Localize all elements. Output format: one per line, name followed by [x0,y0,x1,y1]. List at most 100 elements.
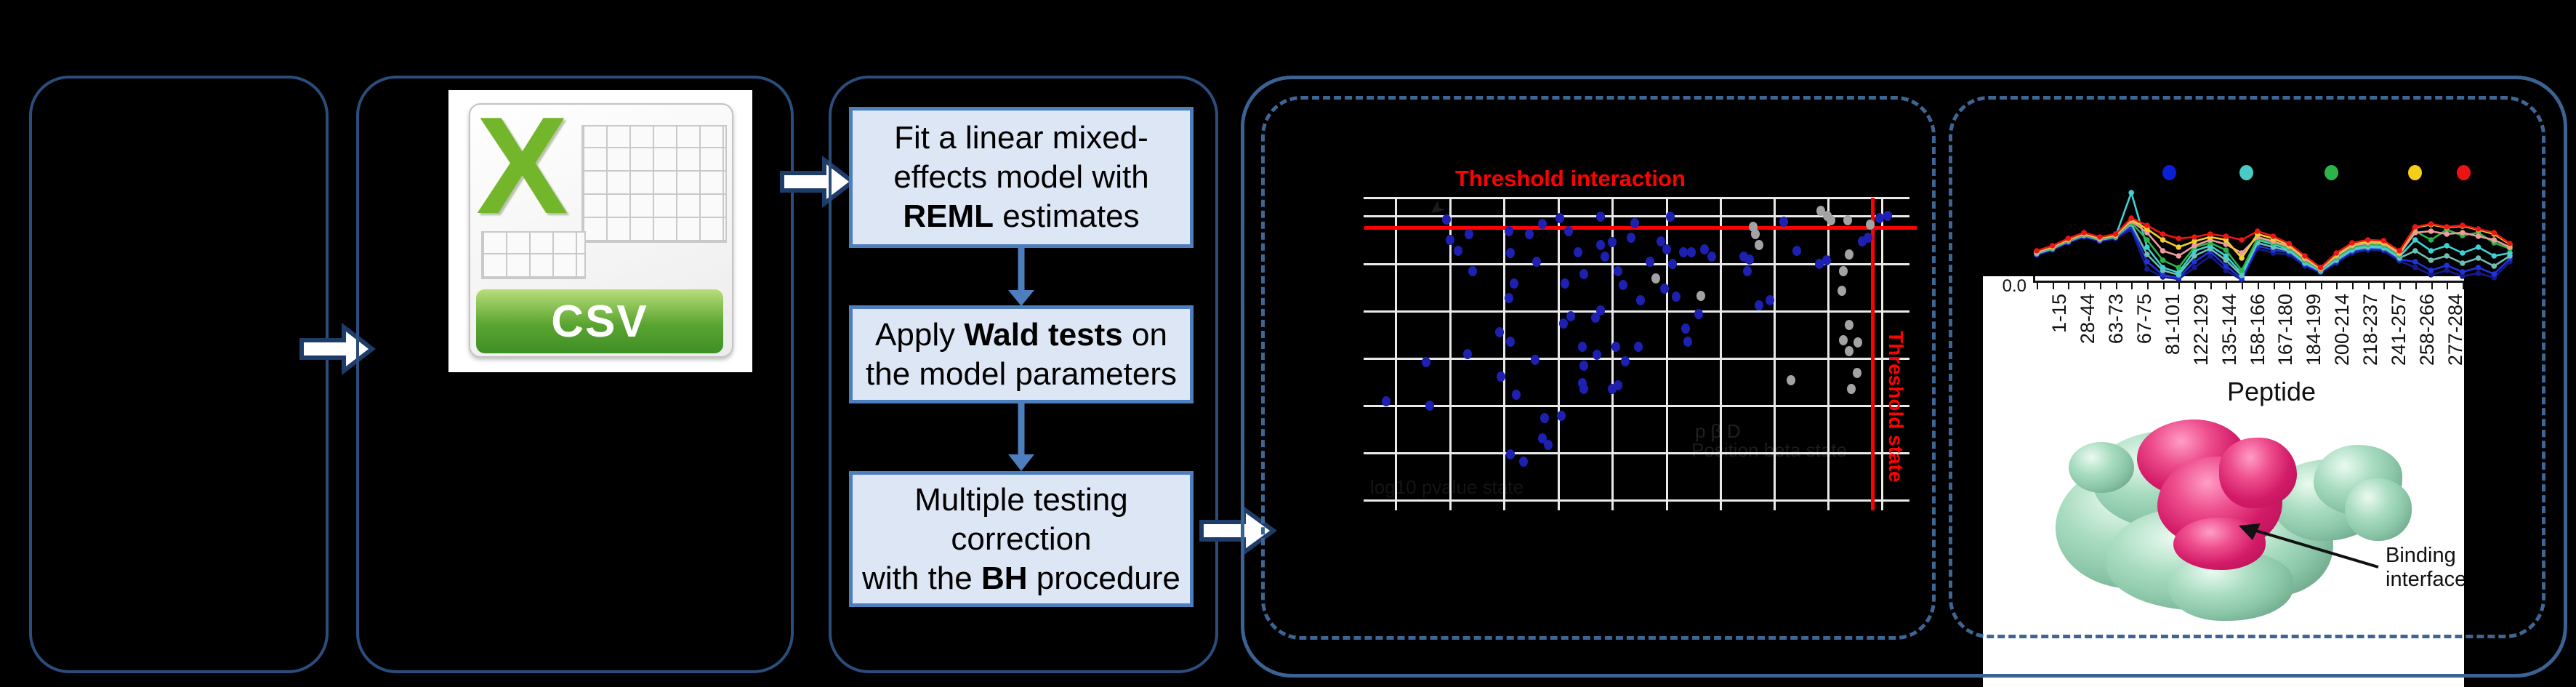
scatter-point [1579,269,1588,279]
scatter-point [1538,219,1547,229]
gridline-h [1364,310,1909,313]
gridline-h [1364,197,1909,199]
scatter-point [1743,266,1752,276]
peptide-tick [2367,283,2370,289]
scatter-point [1845,320,1853,330]
gridline-h [1364,263,1909,265]
excel-x-icon: X [476,89,568,243]
scatter-point [1506,248,1515,258]
scatter-point [1566,311,1575,321]
scatter-point [1792,246,1801,256]
threshold-line-vertical [1871,198,1875,510]
scatter-point [1875,213,1884,223]
scatter-point [1531,355,1539,365]
illegible-dark-text: p β D [1695,420,1741,442]
flow-arrow-icon [780,155,856,209]
legend-dot-icon [2457,165,2471,180]
peptide-tick [2304,283,2306,289]
scatter-point [1634,342,1643,352]
scatter-point [1766,295,1774,305]
scatter-title: Threshold interaction [1455,166,1686,191]
peptide-tick [2052,283,2054,289]
scatter-point [1596,305,1605,316]
gridline-v [1558,198,1560,510]
scatter-point [1651,273,1660,284]
scatter-point [1544,440,1553,450]
step-fit-model: Fit a linear mixed-effects model with REM… [849,107,1194,248]
peptide-tick [2068,283,2070,289]
gridline-h [1364,452,1909,454]
scatter-point [1696,291,1705,301]
scatter-point [1866,220,1875,230]
scatter-point [1839,266,1848,276]
gridline-v [1449,198,1452,510]
scatter-point [1463,349,1472,359]
scatter-point [1681,324,1690,334]
scatter-point [1700,244,1709,254]
scatter-point [1557,411,1566,421]
legend-dot-icon [2325,165,2338,180]
scatter-point [1627,233,1635,243]
peptide-tick [2399,283,2402,289]
gridline-v [1774,198,1776,510]
scatter-point [1815,259,1824,269]
gridline-v [1720,198,1722,510]
scatter-point [1596,240,1605,250]
scatter-point [1745,254,1754,265]
csv-banner-label: CSV [551,296,648,347]
scatter-point [1672,292,1681,302]
scatter-point [1593,350,1601,360]
scatter-point [1446,235,1454,245]
gridline-v [1827,198,1830,510]
gridline-h [1364,215,1909,217]
peptide-tick [2320,283,2322,289]
scatter-point [1512,390,1521,400]
scatter-point [1574,247,1582,257]
peptide-tick [2336,283,2338,289]
scatter-point [1787,375,1795,385]
scatter-point [1561,278,1569,289]
gridline-v [1503,198,1505,510]
peptide-tick [2352,283,2354,289]
scatter-point [1601,252,1609,262]
scatter-point [1579,384,1588,394]
gridline-h [1364,499,1909,502]
scatter-point [1657,236,1665,246]
step-bh-correction: Multiple testing correction with the BH pr… [849,471,1194,607]
scatter-point [1468,266,1477,276]
scatter-point [1555,213,1564,223]
scatter-point [1755,240,1763,250]
peptide-tick [2210,283,2212,289]
scatter-point [1662,244,1671,254]
scatter-point [1636,295,1645,305]
peptide-tick [2226,283,2228,289]
scatter-point [1755,300,1763,310]
x-axis-title: Peptide [2226,377,2317,406]
scatter-point [1679,247,1688,257]
scatter-point [1506,337,1515,347]
scatter-point [1591,313,1600,323]
scatter-point [1579,361,1588,371]
scatter-point [1845,346,1853,356]
scatter-point [1660,284,1669,294]
scatter-point [1559,318,1568,329]
scatter-point [1683,337,1692,347]
scatter-point [1422,357,1430,367]
scatter-point [1578,342,1587,352]
legend-dot-icon [2408,165,2422,180]
scatter-point [1442,214,1451,225]
binding-annotation-arrow [2239,523,2379,569]
peptide-tick [2447,283,2449,289]
scatter-point [1751,229,1760,239]
scatter-point [1510,278,1518,289]
y-axis-stub [2033,276,2035,283]
spreadsheet-grid-small-icon [481,231,586,279]
panel-box-3 [829,76,1218,673]
scatter-point [1495,327,1504,337]
peptide-tick [2242,283,2244,289]
scatter-point [1883,211,1892,221]
peptide-tick [2273,283,2275,289]
peptide-tick [2146,283,2149,289]
x-axis-line [2033,281,2464,283]
scatter-point [1668,259,1677,269]
